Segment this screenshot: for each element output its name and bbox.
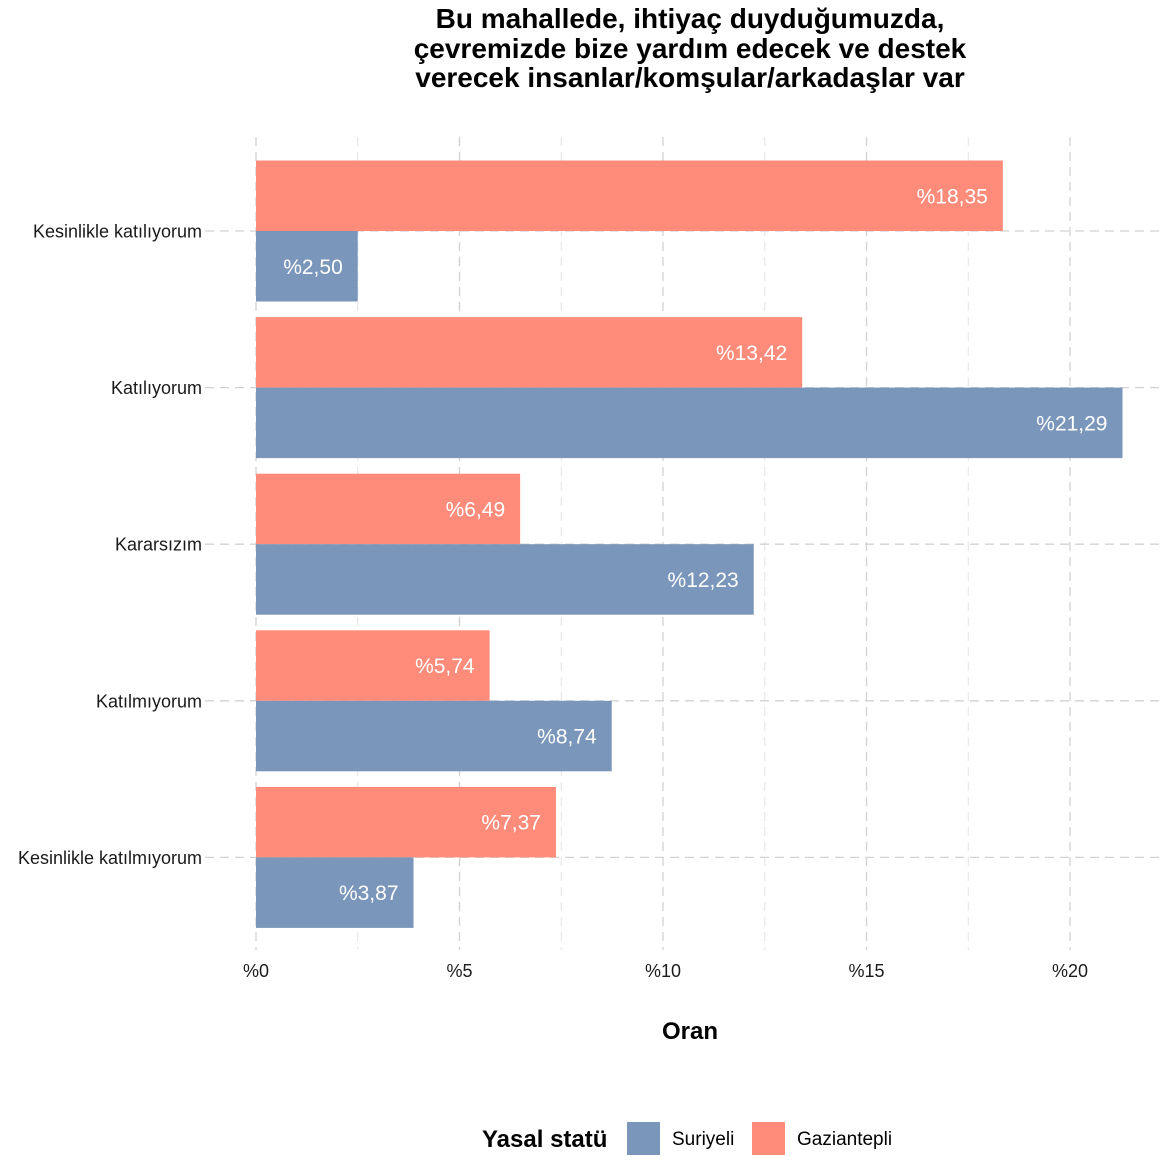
legend-key-gaziantepli — [752, 1122, 785, 1155]
bar-label-gaziantepli: %6,49 — [446, 498, 506, 521]
x-tick-label: %5 — [446, 961, 472, 981]
bar-label-gaziantepli: %18,35 — [917, 185, 988, 208]
bar-label-gaziantepli: %7,37 — [481, 812, 541, 835]
x-tick-label: %0 — [243, 961, 269, 981]
bar-suriyeli — [256, 700, 612, 772]
legend-label-suriyeli: Suriyeli — [672, 1129, 735, 1150]
bar-gaziantepli — [256, 473, 521, 545]
x-tick-label: %15 — [848, 961, 884, 981]
legend-title: Yasal statü — [482, 1126, 608, 1153]
bar-suriyeli — [256, 231, 358, 302]
legend-label-gaziantepli: Gaziantepli — [797, 1129, 893, 1150]
bar-labels: %18,35 %13,42 %6,49 %5,74 %7,37 %2,50 %21,29 %1… — [283, 185, 1107, 905]
bar-gaziantepli — [256, 160, 1003, 231]
bar-label-gaziantepli: %5,74 — [415, 655, 475, 678]
bar-suriyeli — [256, 857, 414, 928]
y-tick-label: Kesinlikle katılmıyorum — [18, 848, 202, 868]
bar-gaziantepli — [256, 630, 490, 701]
bar-suriyeli — [256, 387, 1123, 459]
axis-labels: Kesinlikle katılıyorum Katılıyorum Kararsı… — [18, 222, 1088, 982]
x-tick-label: %20 — [1052, 961, 1088, 981]
x-tick-label: %10 — [645, 961, 681, 981]
x-axis-title: Oran — [661, 1018, 718, 1045]
bar-label-suriyeli: %3,87 — [339, 882, 399, 905]
chart-plot: %18,35 %13,42 %6,49 %5,74 %7,37 %2,50 %21,29 %1… — [18, 137, 1165, 982]
y-tick-label: Kesinlikle katılıyorum — [33, 222, 202, 242]
y-tick-label: Kararsızım — [115, 535, 202, 555]
y-tick-label: Katılmıyorum — [96, 691, 202, 711]
y-tick-label: Katılıyorum — [111, 378, 202, 398]
bar-gaziantepli — [256, 317, 803, 388]
bar-label-suriyeli: %8,74 — [537, 726, 597, 749]
legend: Yasal statü Suriyeli Gaziantepli — [0, 1120, 1170, 1160]
bar-label-gaziantepli: %13,42 — [716, 342, 787, 365]
bar-gaziantepli — [256, 786, 556, 858]
bars — [256, 160, 1123, 928]
chart-title: Bu mahallede, ihtiyaç duyduğumuzda, çevr… — [413, 3, 967, 93]
bar-label-suriyeli: %21,29 — [1036, 412, 1107, 435]
legend-key-suriyeli — [627, 1122, 660, 1155]
bar-label-suriyeli: %12,23 — [668, 569, 739, 592]
bar-label-suriyeli: %2,50 — [283, 256, 343, 279]
bar-suriyeli — [256, 544, 754, 615]
